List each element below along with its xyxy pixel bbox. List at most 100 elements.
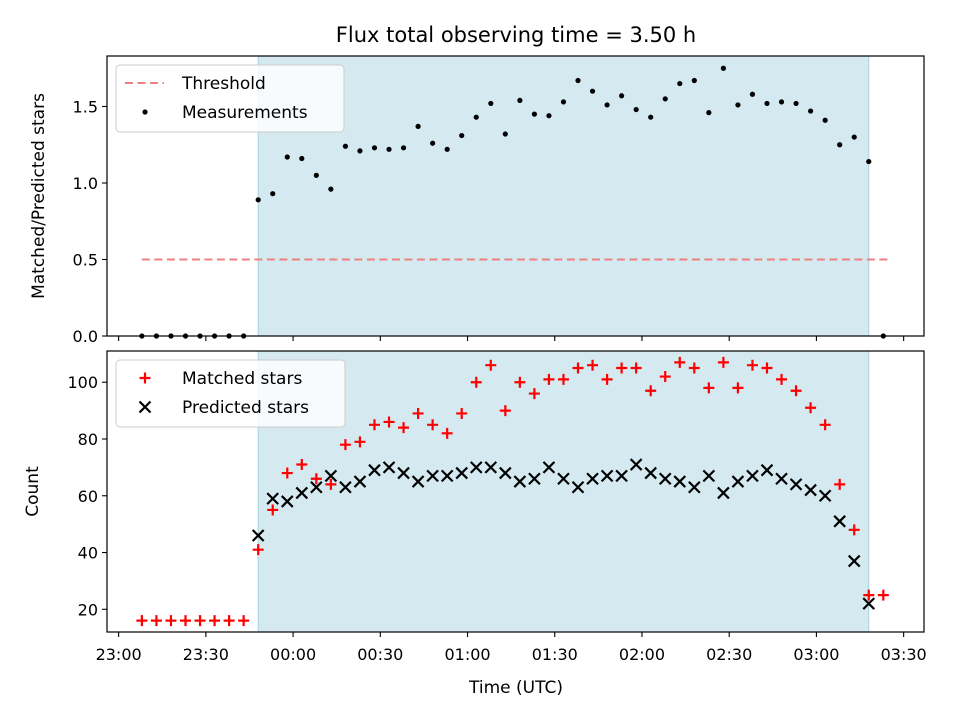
- data-point: [616, 362, 628, 374]
- data-point: [703, 382, 715, 394]
- x-tick-label: 23:30: [183, 645, 229, 664]
- data-point: [415, 123, 421, 129]
- data-point: [136, 615, 148, 627]
- data-point: [619, 93, 625, 99]
- data-point: [542, 461, 556, 474]
- data-point: [677, 80, 683, 87]
- data-point: [749, 91, 756, 97]
- data-point: [862, 597, 876, 610]
- data-point: [851, 134, 857, 140]
- y-tick-label: 0.0: [73, 327, 98, 346]
- data-point: [150, 615, 162, 627]
- observing-window-shade: [257, 350, 870, 633]
- y-tick-label: 0.5: [73, 250, 98, 269]
- data-point: [310, 473, 322, 485]
- x-tick-label: 02:30: [706, 645, 752, 664]
- data-point: [528, 472, 541, 486]
- y-tick-label: 100: [67, 373, 98, 392]
- y-tick-label: 40: [78, 544, 98, 563]
- data-point: [546, 113, 552, 119]
- legend-swatch: [142, 109, 148, 115]
- data-point: [572, 362, 584, 374]
- data-point: [717, 486, 730, 500]
- data-point: [427, 419, 439, 431]
- data-point: [473, 114, 479, 120]
- data-point: [805, 402, 817, 414]
- data-point: [469, 461, 483, 474]
- data-point: [357, 148, 363, 154]
- series-predicted-stars: [251, 458, 876, 610]
- data-point: [382, 461, 396, 474]
- data-point: [252, 544, 264, 556]
- legend: Threshold Measurements: [115, 64, 345, 133]
- data-point: [165, 615, 177, 627]
- legend-swatch: [139, 372, 151, 384]
- data-point: [658, 472, 672, 486]
- data-point: [674, 356, 686, 368]
- data-point: [440, 469, 454, 483]
- data-point: [456, 407, 468, 419]
- data-point: [386, 146, 392, 152]
- data-point: [251, 529, 265, 542]
- observing-window-shade: [257, 55, 870, 337]
- data-point: [353, 475, 367, 488]
- legend-label: Measurements: [182, 103, 308, 123]
- data-point: [499, 405, 511, 417]
- data-point: [398, 422, 410, 434]
- data-point: [702, 469, 716, 483]
- data-point: [761, 362, 773, 374]
- data-point: [804, 483, 817, 497]
- x-tick-label: 00:30: [357, 645, 403, 664]
- data-point: [238, 615, 250, 627]
- data-point: [299, 155, 305, 162]
- data-point: [531, 111, 537, 117]
- x-tick-label: 03:30: [881, 645, 927, 664]
- data-point: [470, 376, 482, 388]
- data-point: [720, 65, 726, 71]
- data-point: [600, 469, 614, 483]
- data-point: [281, 467, 293, 479]
- data-point: [790, 385, 802, 397]
- data-point: [313, 172, 319, 178]
- data-point: [688, 362, 700, 374]
- data-point: [484, 461, 498, 474]
- data-point: [732, 382, 744, 394]
- data-point: [514, 376, 526, 388]
- data-point: [325, 478, 337, 490]
- data-point: [819, 419, 831, 431]
- data-point: [746, 469, 759, 483]
- x-tick-label: 01:30: [532, 645, 578, 664]
- data-point: [543, 373, 555, 385]
- data-point: [776, 373, 788, 385]
- data-point: [808, 108, 814, 114]
- data-point: [571, 480, 585, 494]
- data-point: [488, 100, 494, 107]
- data-point: [837, 142, 843, 148]
- data-point: [834, 478, 846, 490]
- axes-frame: [106, 350, 925, 633]
- data-point: [517, 97, 523, 103]
- data-point: [339, 439, 351, 451]
- data-point: [499, 466, 512, 480]
- data-point: [557, 472, 570, 486]
- data-point: [615, 469, 628, 483]
- legend: Matched stars Predicted stars: [115, 359, 346, 428]
- data-point: [644, 466, 657, 480]
- data-point: [818, 489, 832, 503]
- data-point: [604, 102, 610, 108]
- legend-label: Predicted stars: [182, 398, 309, 418]
- data-point: [560, 99, 567, 105]
- data-point: [793, 100, 799, 107]
- data-point: [528, 388, 540, 400]
- y-tick-label: 60: [78, 487, 98, 506]
- data-point: [339, 480, 352, 494]
- series-matched-stars: [136, 356, 889, 627]
- data-point: [833, 515, 846, 528]
- data-point: [328, 186, 334, 192]
- x-tick-label: 03:00: [793, 645, 839, 664]
- data-point: [746, 359, 758, 371]
- legend-box: [115, 64, 345, 133]
- data-point: [513, 475, 527, 488]
- data-point: [630, 362, 642, 374]
